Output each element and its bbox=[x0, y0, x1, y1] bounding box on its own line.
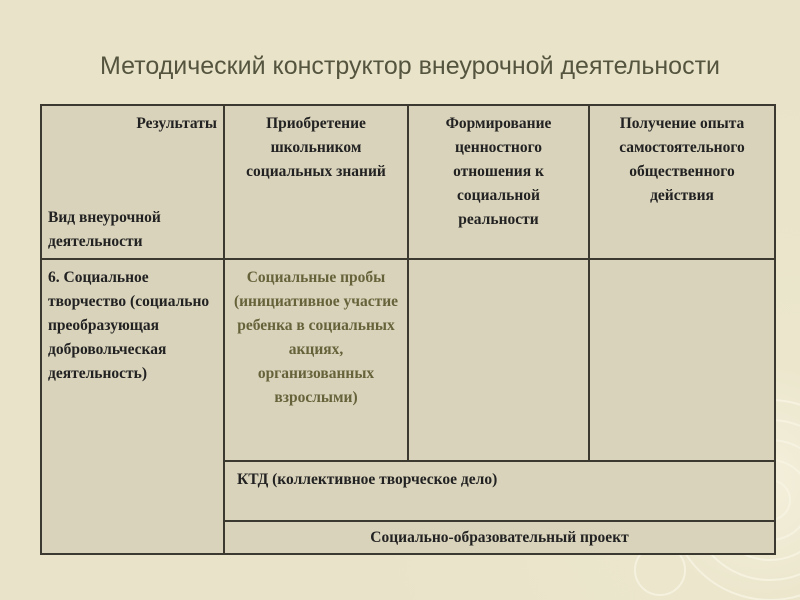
header-social-action-experience: Получение опыта самостоятельного обществ… bbox=[588, 104, 776, 260]
corner-bottom-label: Вид внеурочной деятельности bbox=[48, 209, 161, 250]
cell-social-trials: Социальные пробы (инициативное участие р… bbox=[223, 258, 409, 462]
constructor-table: Результаты Вид внеурочной деятельности П… bbox=[40, 104, 776, 555]
header-value-attitude: Формирование ценностного отношения к соц… bbox=[407, 104, 590, 260]
header-social-knowledge: Приобретение школьником социальных знани… bbox=[223, 104, 409, 260]
cell-ktd: КТД (коллективное творческое дело) bbox=[223, 460, 776, 522]
table-row: 6. Социальное творчество (социально прео… bbox=[40, 258, 776, 555]
row-label-social-creativity: 6. Социальное творчество (социально прео… bbox=[40, 258, 225, 555]
corner-top-label: Результаты bbox=[136, 115, 217, 132]
header-row: Результаты Вид внеурочной деятельности П… bbox=[40, 104, 776, 260]
table-row: Социально-образовательный проект bbox=[41, 520, 776, 555]
table-row: КТД (коллективное творческое дело) bbox=[41, 460, 776, 522]
slide-title: Методический конструктор внеурочной деят… bbox=[100, 52, 720, 80]
cell-empty bbox=[407, 258, 590, 462]
cell-empty bbox=[588, 258, 776, 462]
cell-project: Социально-образовательный проект bbox=[223, 520, 776, 555]
corner-cell: Результаты Вид внеурочной деятельности bbox=[40, 104, 225, 260]
